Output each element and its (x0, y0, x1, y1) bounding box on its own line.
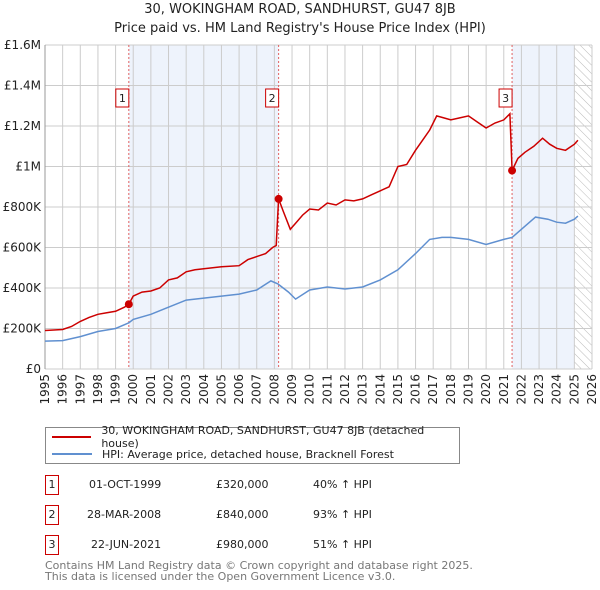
x-tick-label: 2009 (285, 374, 299, 405)
chart-svg: 1995 1996 1997 1998 1999 2000 2001 2002 2003 2004… (3, 38, 599, 405)
chart-subtitle: Price paid vs. HM Land Registry's House … (114, 21, 486, 36)
x-tick-label: 2000 (126, 374, 140, 405)
transaction-number: 3 (45, 535, 59, 555)
hpi-line (44, 215, 579, 342)
y-tick-label: £0 (26, 362, 41, 376)
marker-label: 1 (119, 92, 126, 105)
x-tick-label: 1998 (91, 374, 105, 405)
property-price-line (44, 112, 579, 332)
transaction-date: 01-OCT-1999 (89, 478, 162, 491)
y-tick-label: £200K (3, 322, 43, 336)
marker-label: 2 (269, 92, 276, 105)
transaction-hpi: 93% ↑ HPI (313, 508, 372, 521)
x-tick-label: 2017 (426, 374, 440, 405)
x-tick-label: 2015 (391, 374, 405, 405)
transaction-row: 1 01-OCT-1999 £320,000 40% ↑ HPI (45, 475, 445, 495)
x-tick-label: 2002 (162, 374, 176, 405)
legend-label: 30, WOKINGHAM ROAD, SANDHURST, GU47 8JB … (101, 424, 425, 450)
legend-swatch-red (52, 436, 92, 438)
x-tick-label: 2016 (409, 374, 423, 405)
x-tick-label: 1995 (38, 374, 52, 405)
x-tick-label: 1999 (109, 374, 123, 405)
transaction-price: £320,000 (216, 478, 269, 491)
y-tick-label: £1M (15, 160, 41, 174)
transaction-row: 3 22-JUN-2021 £980,000 51% ↑ HPI (45, 535, 445, 555)
marker-box (265, 88, 280, 108)
y-tick-label: £1.4M (4, 79, 41, 93)
legend-label: HPI: Average price, detached house, Brac… (102, 447, 394, 461)
transaction-row: 2 28-MAR-2008 £840,000 93% ↑ HPI (45, 505, 445, 525)
sale-point (124, 300, 133, 309)
legend-item-hpi: HPI: Average price, detached house, Brac… (46, 446, 394, 462)
y-tick-label: £600K (3, 241, 43, 255)
transaction-date: 22-JUN-2021 (91, 538, 162, 551)
x-tick-label: 2020 (479, 374, 493, 405)
chart-title: 30, WOKINGHAM ROAD, SANDHURST, GU47 8JB (144, 2, 456, 17)
transaction-date: 28-MAR-2008 (87, 508, 162, 521)
x-tick-label: 2004 (197, 374, 211, 405)
y-tick-label: £800K (3, 200, 43, 214)
footer-line: Contains HM Land Registry data © Crown c… (45, 559, 473, 572)
transaction-hpi: 51% ↑ HPI (313, 538, 372, 551)
x-tick-label: 2001 (144, 374, 158, 405)
footer: Contains HM Land Registry data © Crown c… (45, 560, 473, 582)
x-tick-label: 2003 (179, 374, 193, 405)
x-tick-label: 2026 (585, 374, 599, 405)
x-tick-label: 1997 (73, 374, 87, 405)
x-tick-label: 2024 (550, 374, 564, 405)
x-tick-label: 2013 (356, 374, 370, 405)
x-tick-label: 2005 (214, 374, 228, 405)
x-tick-label: 1996 (56, 374, 70, 405)
transaction-number: 1 (45, 475, 59, 495)
sale-point (274, 194, 283, 203)
x-tick-label: 2023 (532, 374, 546, 405)
legend-item-property: 30, WOKINGHAM ROAD, SANDHURST, GU47 8JB … (46, 424, 459, 450)
x-tick-label: 2011 (320, 374, 334, 405)
x-tick-label: 2022 (514, 374, 528, 405)
x-tick-label: 2018 (444, 374, 458, 405)
footer-line: This data is licensed under the Open Gov… (45, 570, 396, 583)
transaction-hpi: 40% ↑ HPI (313, 478, 372, 491)
x-tick-label: 2010 (303, 374, 317, 405)
transaction-price: £980,000 (216, 538, 269, 551)
y-tick-label: £1.2M (4, 119, 41, 133)
marker-box (498, 88, 513, 108)
y-tick-label: £400K (3, 281, 43, 295)
y-tick-label: £1.6M (4, 38, 41, 52)
x-tick-label: 2007 (250, 374, 264, 405)
sale-point (508, 166, 517, 175)
legend: 30, WOKINGHAM ROAD, SANDHURST, GU47 8JB … (45, 424, 460, 464)
x-tick-label: 2025 (567, 374, 581, 405)
marker-box (115, 88, 130, 108)
x-tick-label: 2021 (497, 374, 511, 405)
marker-label: 3 (502, 92, 509, 105)
transaction-number: 2 (45, 505, 59, 525)
x-tick-label: 2008 (267, 374, 281, 405)
x-tick-label: 2006 (232, 374, 246, 405)
x-tick-label: 2014 (373, 374, 387, 405)
x-tick-label: 2012 (338, 374, 352, 405)
x-tick-label: 2019 (461, 374, 475, 405)
legend-swatch-blue (52, 453, 92, 455)
transaction-price: £840,000 (216, 508, 269, 521)
